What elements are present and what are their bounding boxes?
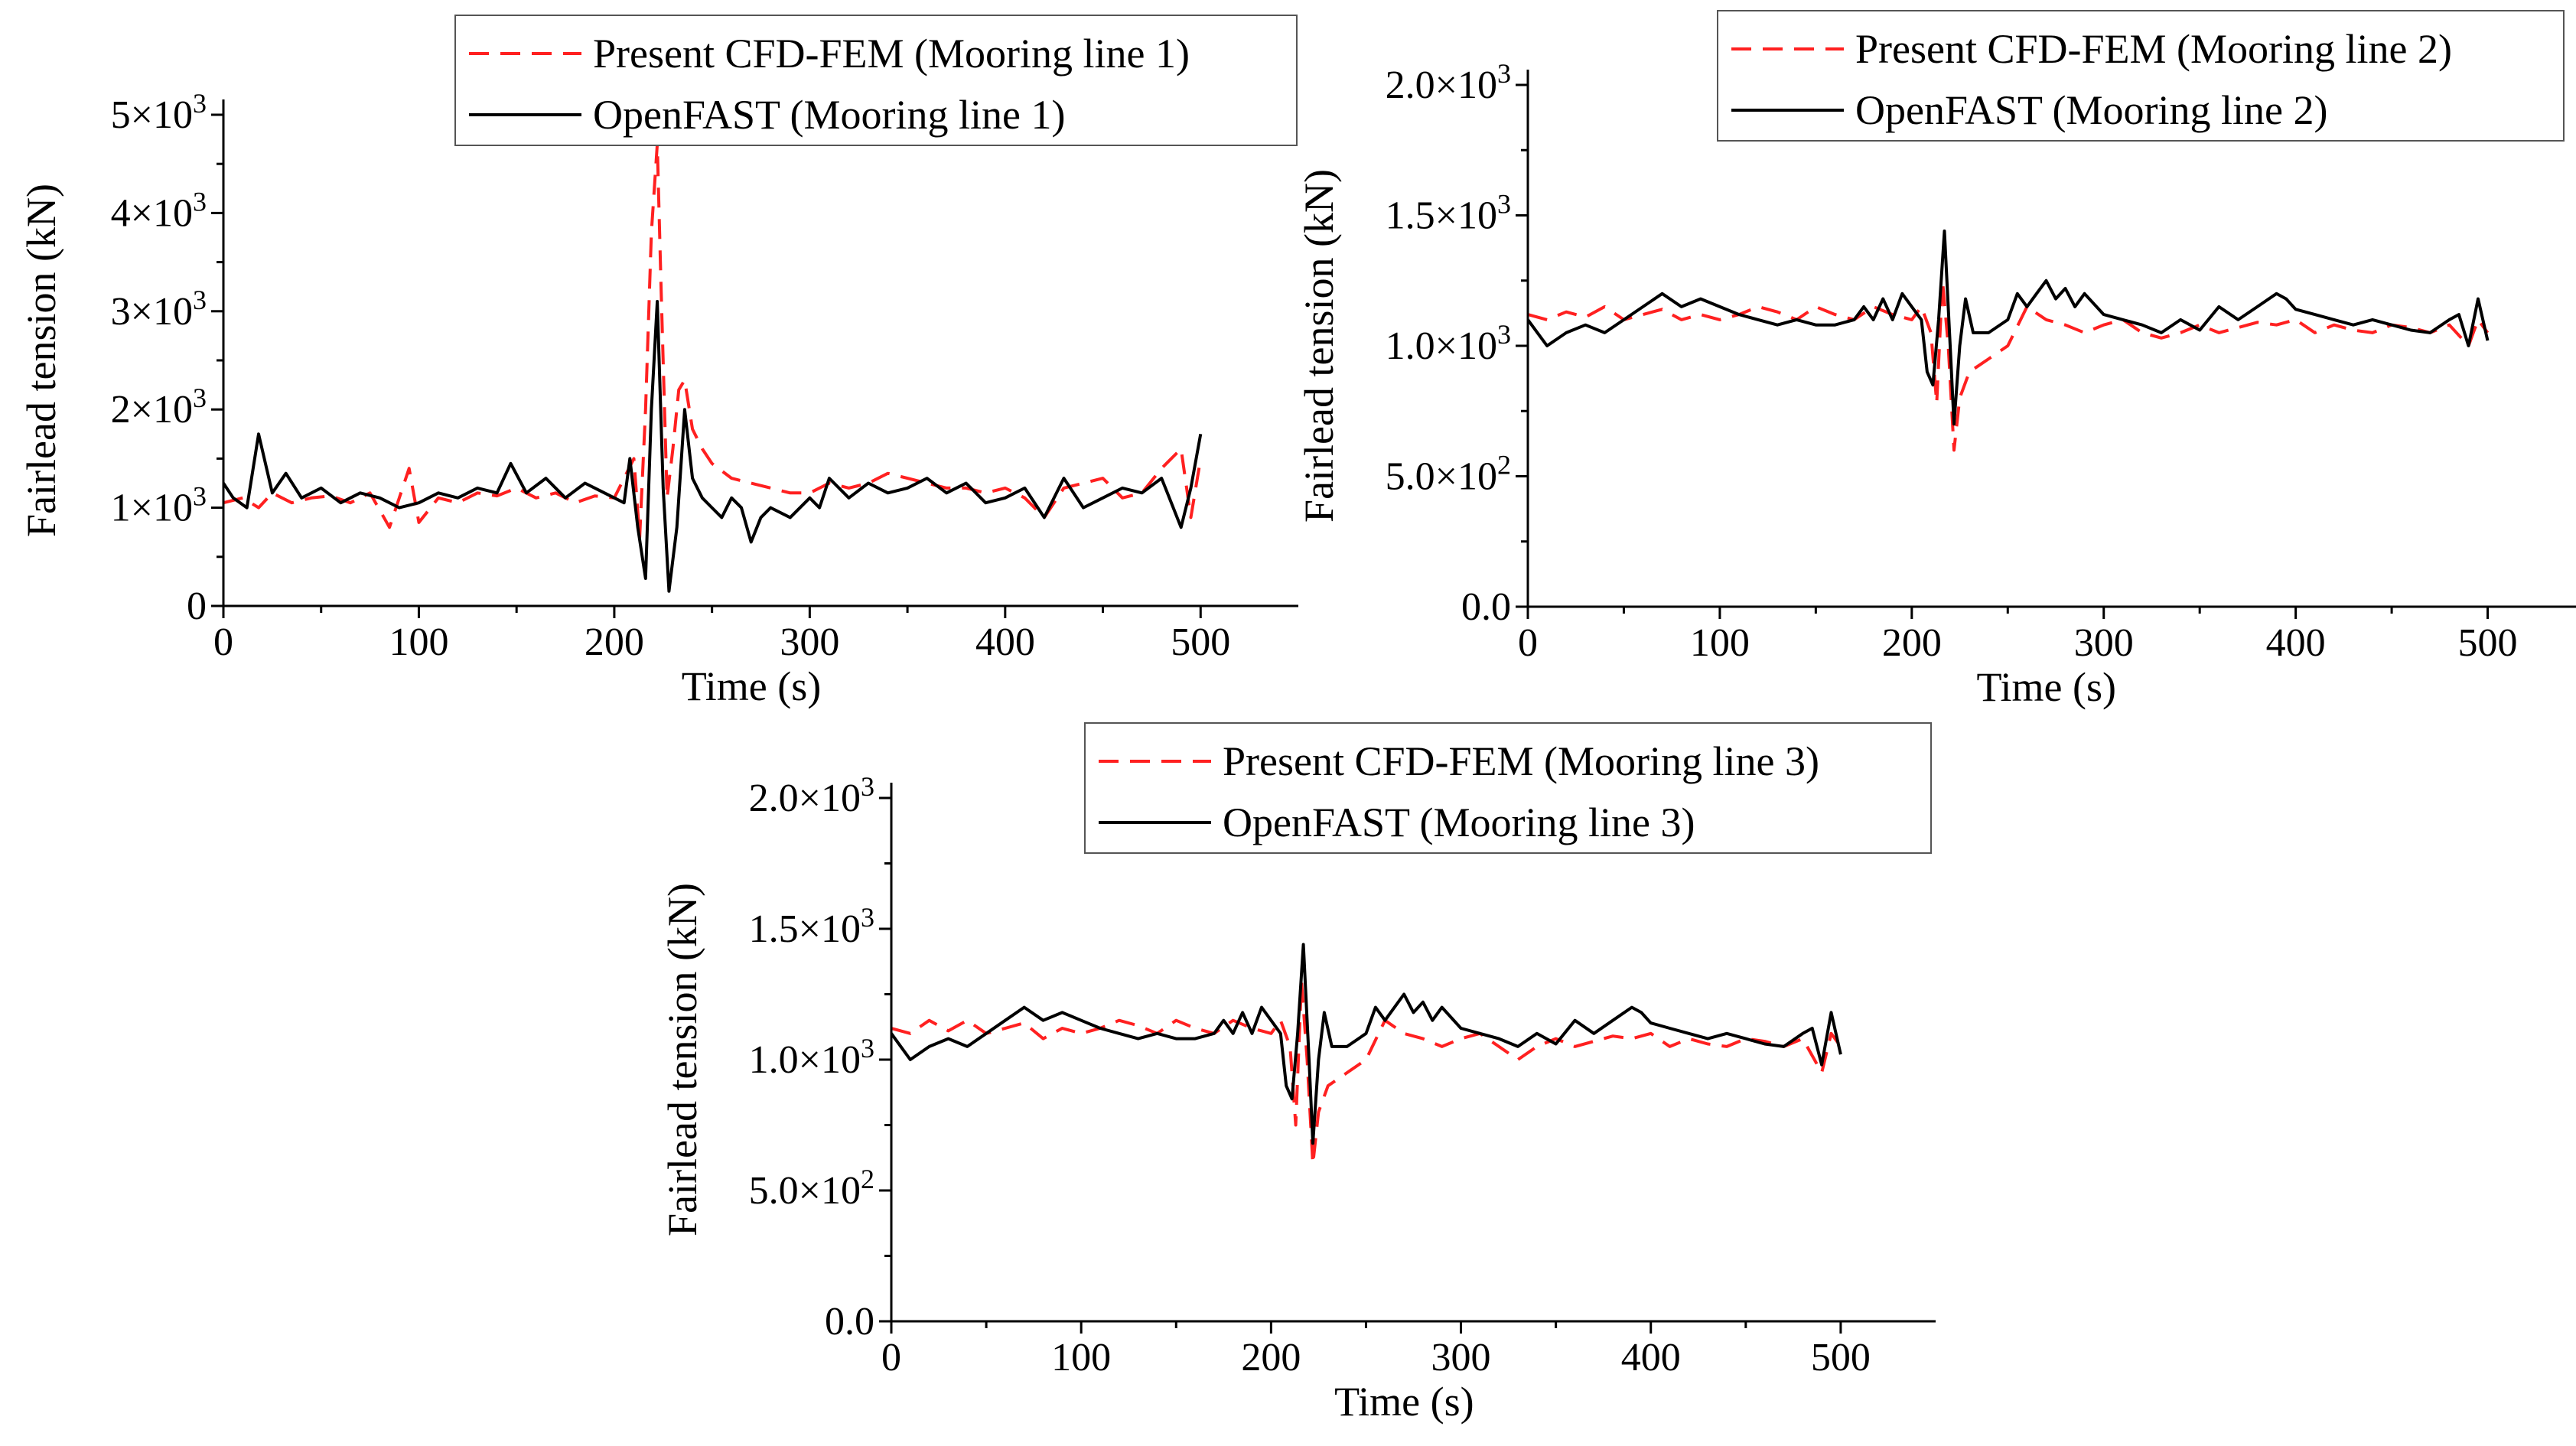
x-tick-label: 400 <box>975 620 1035 664</box>
y-tick-label: 1.5×103 <box>749 902 874 951</box>
legend-label-1: Present CFD-FEM (Mooring line 2) <box>1855 26 2452 72</box>
series-line-2 <box>891 943 1842 1145</box>
y-tick-label: 4×103 <box>111 186 207 235</box>
legend-box <box>1084 722 1932 854</box>
chart-panel-2: 0 100 200 300 400 500 0.0 5.0×102 1.0×103 1.5×103… <box>1296 10 2576 710</box>
x-tick-label: 500 <box>2458 621 2518 665</box>
y-tick-label: 0.0 <box>825 1300 874 1343</box>
x-axis-title: Time (s) <box>1334 1379 1474 1425</box>
y-axis-title: Fairlead tension (kN) <box>18 184 64 537</box>
x-axis-title: Time (s) <box>1976 664 2116 710</box>
x-tick-label: 0 <box>881 1336 901 1379</box>
y-axis-title: Fairlead tension (kN) <box>659 883 705 1236</box>
series-line-2 <box>223 300 1203 593</box>
legend: Present CFD-FEM (Mooring line 3) OpenFAST… <box>1084 722 1932 854</box>
y-tick-label: 2.0×103 <box>749 771 874 820</box>
legend-label-2: OpenFAST (Mooring line 2) <box>1855 87 2327 133</box>
chart-panel-1: 0 100 200 300 400 500 0 1×103 2×103 3×103 4×103 5×1… <box>18 15 1298 709</box>
x-tick-label: 200 <box>1241 1336 1301 1379</box>
x-tick-label: 300 <box>780 620 839 664</box>
y-tick-label: 0.0 <box>1461 585 1511 629</box>
legend-label-2: OpenFAST (Mooring line 3) <box>1223 800 1695 845</box>
x-tick-label: 100 <box>1051 1336 1111 1379</box>
y-tick-label: 5.0×102 <box>1386 450 1511 499</box>
series-line-1 <box>1528 278 2490 452</box>
y-tick-label: 5.0×102 <box>749 1164 874 1213</box>
x-tick-label: 200 <box>585 620 644 664</box>
legend-box <box>454 15 1298 146</box>
x-axis-title: Time (s) <box>682 663 822 709</box>
x-tick-label: 400 <box>2266 621 2326 665</box>
y-tick-label: 1×103 <box>111 481 207 530</box>
x-tick-label: 200 <box>1882 621 1942 665</box>
y-tick-label: 1.0×103 <box>749 1033 874 1082</box>
legend: Present CFD-FEM (Mooring line 1) OpenFAST… <box>454 15 1298 146</box>
y-axis-title: Fairlead tension (kN) <box>1296 169 1342 523</box>
x-tick-label: 0 <box>213 620 233 664</box>
y-tick-label: 1.0×103 <box>1386 319 1511 368</box>
x-tick-label: 0 <box>1518 621 1538 665</box>
y-tick-label: 2×103 <box>111 383 207 432</box>
x-tick-label: 500 <box>1171 620 1230 664</box>
legend-box <box>1717 10 2565 142</box>
legend-label-2: OpenFAST (Mooring line 1) <box>593 92 1065 138</box>
y-tick-label: 5×103 <box>111 88 207 137</box>
x-tick-label: 300 <box>2074 621 2134 665</box>
series-line-1 <box>223 142 1203 539</box>
y-tick-label: 0 <box>187 585 207 628</box>
x-tick-label: 300 <box>1431 1336 1491 1379</box>
x-tick-label: 100 <box>389 620 448 664</box>
legend-label-1: Present CFD-FEM (Mooring line 1) <box>593 31 1190 77</box>
y-tick-label: 2.0×103 <box>1386 58 1511 107</box>
legend-label-1: Present CFD-FEM (Mooring line 3) <box>1223 738 1819 784</box>
y-tick-label: 1.5×103 <box>1386 189 1511 238</box>
legend: Present CFD-FEM (Mooring line 2) OpenFAST… <box>1717 10 2565 142</box>
series-line-2 <box>1528 230 2490 426</box>
series-line-1 <box>891 979 1842 1166</box>
y-tick-label: 3×103 <box>111 285 207 334</box>
x-tick-label: 100 <box>1690 621 1750 665</box>
x-tick-label: 400 <box>1621 1336 1681 1379</box>
chart-panel-3: 0 100 200 300 400 500 0.0 5.0×102 1.0×103 1.5×103… <box>659 722 1936 1425</box>
x-tick-label: 500 <box>1811 1336 1871 1379</box>
